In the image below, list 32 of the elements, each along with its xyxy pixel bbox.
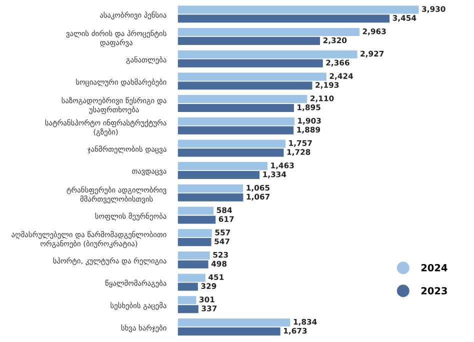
bar <box>178 148 284 157</box>
bar <box>178 36 320 45</box>
bar <box>178 50 358 58</box>
bar <box>178 238 212 246</box>
bar <box>178 171 260 180</box>
bar <box>178 82 312 90</box>
bar <box>178 206 214 215</box>
bar <box>178 274 206 282</box>
legend-label: 2023 <box>421 287 447 294</box>
bar <box>178 318 290 327</box>
bar <box>178 162 268 170</box>
bar <box>178 28 360 36</box>
bar <box>178 327 280 336</box>
bar <box>178 229 212 238</box>
bar <box>178 140 286 148</box>
bar <box>178 184 244 192</box>
bar <box>178 126 294 134</box>
bar <box>178 104 294 112</box>
bar <box>178 59 323 68</box>
bar <box>178 14 390 23</box>
bar <box>178 305 198 314</box>
bar <box>178 6 419 14</box>
bar <box>178 216 216 224</box>
legend-label: 2024 <box>421 264 448 272</box>
bar <box>178 260 208 268</box>
bar <box>178 72 326 81</box>
bar <box>178 95 308 104</box>
bar <box>178 251 210 260</box>
bar <box>178 296 196 304</box>
bar <box>178 117 294 126</box>
bar <box>178 193 244 202</box>
bar <box>178 282 198 291</box>
